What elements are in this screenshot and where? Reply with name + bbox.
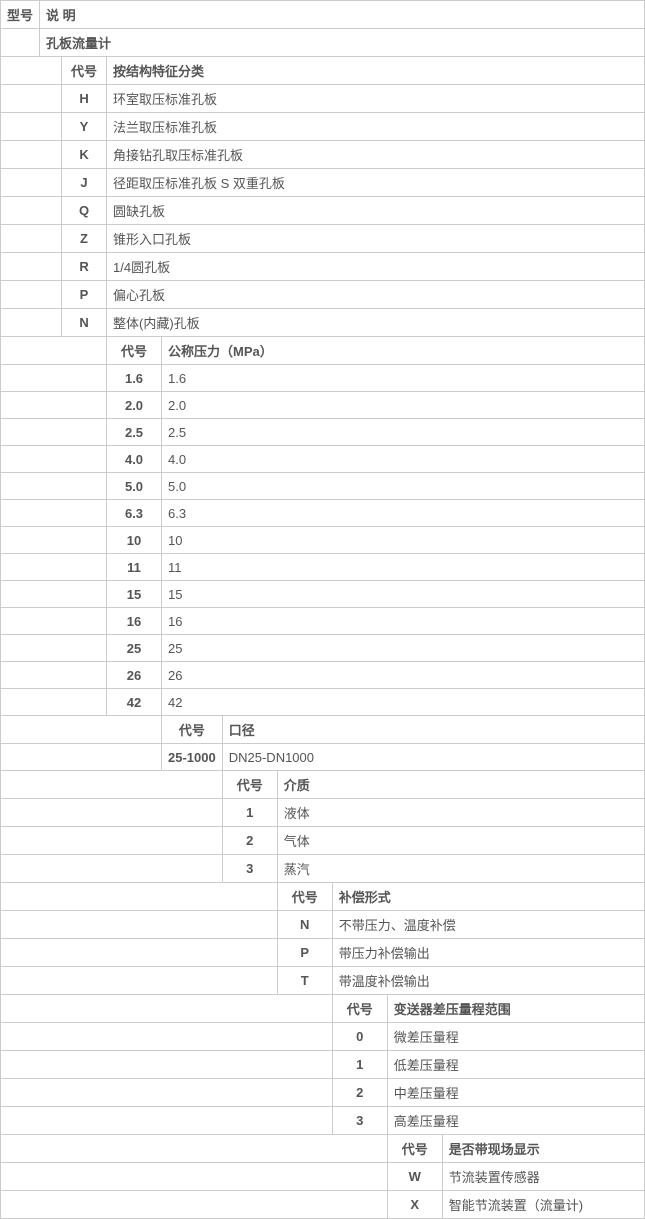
s6-desc-2: 中差压量程 [387, 1079, 644, 1107]
s6-desc-0: 微差压量程 [387, 1023, 644, 1051]
s1-desc-5: 锥形入口孔板 [107, 225, 645, 253]
s1-code-8: N [62, 309, 107, 337]
s2-desc-12: 42 [162, 689, 645, 716]
s6-desc-1: 低差压量程 [387, 1051, 644, 1079]
header-model: 型号 [1, 1, 40, 29]
s2-code-12: 42 [107, 689, 162, 716]
s3-desc-0: DN25-DN1000 [222, 744, 644, 771]
s6-code-1: 1 [332, 1051, 387, 1079]
s4-header: 介质 [277, 771, 644, 799]
s1-desc-2: 角接钻孔取压标准孔板 [107, 141, 645, 169]
s4-desc-2: 蒸汽 [277, 855, 644, 883]
s2-code-10: 25 [107, 635, 162, 662]
s2-code-11: 26 [107, 662, 162, 689]
s3-code-0: 25-1000 [162, 744, 223, 771]
s2-code-9: 16 [107, 608, 162, 635]
s5-header: 补偿形式 [332, 883, 644, 911]
s5-desc-2: 带温度补偿输出 [332, 967, 644, 995]
s7-header: 是否带现场显示 [442, 1135, 644, 1163]
s2-code-6: 10 [107, 527, 162, 554]
s5-desc-0: 不带压力、温度补偿 [332, 911, 644, 939]
s1-desc-4: 圆缺孔板 [107, 197, 645, 225]
s2-desc-1: 2.0 [162, 392, 645, 419]
s4-desc-1: 气体 [277, 827, 644, 855]
s1-desc-8: 整体(内藏)孔板 [107, 309, 645, 337]
s2-code-3: 4.0 [107, 446, 162, 473]
s1-code-6: R [62, 253, 107, 281]
s7-code-0: W [387, 1163, 442, 1191]
s2-header: 公称压力（MPa） [162, 337, 645, 365]
s2-desc-5: 6.3 [162, 500, 645, 527]
s1-desc-1: 法兰取压标准孔板 [107, 113, 645, 141]
s1-desc-0: 环室取压标准孔板 [107, 85, 645, 113]
s1-code-4: Q [62, 197, 107, 225]
s7-code-1: X [387, 1191, 442, 1219]
s6-code-header: 代号 [332, 995, 387, 1023]
s3-code-header: 代号 [162, 716, 223, 744]
s2-desc-8: 15 [162, 581, 645, 608]
s7-desc-0: 节流装置传感器 [442, 1163, 644, 1191]
s1-desc-3: 径距取压标准孔板 S 双重孔板 [107, 169, 645, 197]
s6-desc-3: 高差压量程 [387, 1107, 644, 1135]
s7-code-header: 代号 [387, 1135, 442, 1163]
s4-code-0: 1 [222, 799, 277, 827]
s2-code-header: 代号 [107, 337, 162, 365]
s2-code-4: 5.0 [107, 473, 162, 500]
s5-code-2: T [277, 967, 332, 995]
s2-desc-11: 26 [162, 662, 645, 689]
s2-desc-10: 25 [162, 635, 645, 662]
header-desc: 说 明 [40, 1, 645, 29]
s1-code-7: P [62, 281, 107, 309]
s2-desc-0: 1.6 [162, 365, 645, 392]
s1-desc-7: 偏心孔板 [107, 281, 645, 309]
s5-code-header: 代号 [277, 883, 332, 911]
s4-desc-0: 液体 [277, 799, 644, 827]
s7-desc-1: 智能节流装置（流量计) [442, 1191, 644, 1219]
s2-code-1: 2.0 [107, 392, 162, 419]
s6-code-2: 2 [332, 1079, 387, 1107]
s5-code-0: N [277, 911, 332, 939]
s6-header: 变送器差压量程范围 [387, 995, 644, 1023]
s2-desc-9: 16 [162, 608, 645, 635]
s4-code-2: 3 [222, 855, 277, 883]
s2-code-2: 2.5 [107, 419, 162, 446]
s2-code-8: 15 [107, 581, 162, 608]
s4-code-1: 2 [222, 827, 277, 855]
s1-code-5: Z [62, 225, 107, 253]
s1-code-3: J [62, 169, 107, 197]
s4-code-header: 代号 [222, 771, 277, 799]
s6-code-0: 0 [332, 1023, 387, 1051]
s5-code-1: P [277, 939, 332, 967]
s1-code-0: H [62, 85, 107, 113]
s2-code-0: 1.6 [107, 365, 162, 392]
s1-header: 按结构特征分类 [107, 57, 645, 85]
s2-desc-7: 11 [162, 554, 645, 581]
s1-code-2: K [62, 141, 107, 169]
s1-code-header: 代号 [62, 57, 107, 85]
s1-desc-6: 1/4圆孔板 [107, 253, 645, 281]
s2-desc-2: 2.5 [162, 419, 645, 446]
title: 孔板流量计 [40, 29, 645, 57]
spec-table: 型号说 明孔板流量计代号按结构特征分类H环室取压标准孔板Y法兰取压标准孔板K角接… [0, 0, 645, 1219]
s3-header: 口径 [222, 716, 644, 744]
s1-code-1: Y [62, 113, 107, 141]
s2-desc-3: 4.0 [162, 446, 645, 473]
s2-code-5: 6.3 [107, 500, 162, 527]
s6-code-3: 3 [332, 1107, 387, 1135]
s2-code-7: 11 [107, 554, 162, 581]
s2-desc-4: 5.0 [162, 473, 645, 500]
s5-desc-1: 带压力补偿输出 [332, 939, 644, 967]
s2-desc-6: 10 [162, 527, 645, 554]
